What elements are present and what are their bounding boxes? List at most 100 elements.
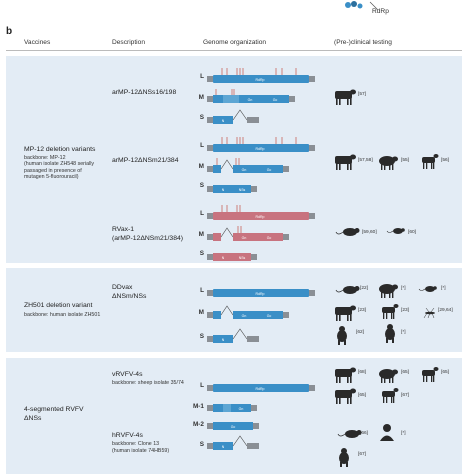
citation: [67]	[358, 452, 367, 457]
l-segment: RdRp	[207, 144, 315, 152]
citation: [22]	[360, 286, 369, 291]
sheep-icon	[379, 156, 398, 170]
m2-segment: Gc	[207, 422, 259, 430]
cattle-icon	[335, 89, 356, 105]
sheep-icon	[379, 369, 398, 383]
svg-text:N: N	[222, 338, 225, 342]
citation: [60]	[408, 230, 417, 235]
ferret-icon	[337, 326, 347, 345]
entry-detail: backbone: sheep isolate 35/74	[112, 380, 184, 386]
svg-text:Gc: Gc	[267, 236, 272, 240]
svg-text:N: N	[222, 256, 225, 260]
svg-text:Gc: Gc	[231, 425, 236, 429]
entry-name: DDvax	[112, 284, 133, 291]
citation: [57]	[358, 92, 367, 97]
goat-kid-icon	[382, 388, 399, 403]
m-segment: Gn Gc	[207, 95, 295, 103]
segment-label-l: L	[200, 142, 204, 149]
header-genome-organization: Genome organization	[203, 39, 267, 46]
citation: [65]	[358, 393, 367, 398]
monkey-icon	[385, 324, 395, 343]
genome-arMP12-nsm: RdRp Gn Gc N NSs	[207, 137, 315, 193]
citation: [23]	[358, 308, 367, 313]
header-vaccines: Vaccines	[24, 39, 51, 46]
rat-icon	[337, 429, 362, 439]
cattle-icon	[335, 367, 356, 383]
m-segment: Gn Gc	[207, 159, 289, 173]
m1-segment: Gn	[207, 404, 257, 412]
segment-label-s: S	[199, 114, 204, 121]
segment-label-m: M	[198, 163, 204, 170]
citation: [59,60]	[362, 230, 377, 235]
svg-text:Gc: Gc	[267, 168, 272, 172]
group-detail-mp12: backbone: MP-12 (human isolate ZH548 ser…	[24, 155, 108, 181]
panel-a-fragment: RdRp	[340, 0, 400, 20]
citation: [68]	[358, 370, 367, 375]
group-title-4seg-line2: ΔNSs	[24, 415, 42, 422]
svg-text:RdRp: RdRp	[256, 292, 265, 296]
segment-label-s: S	[199, 182, 204, 189]
l-segment: RdRp	[207, 75, 315, 83]
svg-text:Gn: Gn	[239, 407, 244, 411]
sheep-icon	[379, 284, 398, 298]
header-description: Description	[112, 39, 145, 46]
entry-detail: backbone: Clone 13	[112, 441, 160, 447]
svg-text:NSs: NSs	[239, 188, 246, 192]
header-divider	[6, 50, 462, 51]
s-segment: N NSs	[207, 185, 257, 193]
group-detail-zh501: backbone: human isolate ZH501	[24, 312, 101, 318]
l-segment: RdRp	[207, 289, 315, 297]
group-title-mp12: MP-12 deletion variants	[24, 146, 96, 153]
polymerase-icon	[345, 1, 379, 11]
segment-label-m: M	[198, 309, 204, 316]
ferret-icon	[339, 448, 349, 467]
l-segment: RdRp	[207, 212, 315, 220]
segment-label-m: M	[198, 231, 204, 238]
svg-text:N: N	[222, 445, 225, 449]
group-title-zh501: ZH501 deletion variant	[24, 302, 93, 309]
citation: [*]	[441, 286, 446, 291]
entry-name: arMP-12ΔNSm21/384	[112, 157, 179, 164]
entry-name: RVax-1	[112, 226, 135, 233]
rat-icon	[335, 285, 360, 295]
m-segment: Gn Gc	[207, 227, 289, 241]
segment-label-m: M	[198, 94, 204, 101]
entry-detail: (human isolate 74HB59)	[112, 448, 170, 454]
svg-text:RdRp: RdRp	[256, 147, 265, 151]
citation: [*]	[401, 330, 406, 335]
svg-text:RdRp: RdRp	[256, 215, 265, 219]
citation: [66]	[360, 431, 369, 436]
s-segment: N	[207, 109, 259, 124]
s-segment: N NSs	[207, 253, 257, 261]
group-detail-line: passaged in presence of	[24, 167, 82, 174]
citation: [29,64]	[438, 308, 453, 313]
rdrp-fragment-label: RdRp	[372, 8, 389, 15]
citation: [62]	[356, 330, 365, 335]
calf-icon	[335, 388, 356, 404]
segment-label-m2: M-2	[192, 421, 204, 428]
svg-text:N: N	[222, 119, 225, 123]
svg-text:Gn: Gn	[242, 168, 247, 172]
svg-text:Gn: Gn	[242, 236, 247, 240]
genome-rvax1: RdRp Gn Gc N NSs	[207, 205, 315, 261]
segment-label-l: L	[200, 210, 204, 217]
svg-text:NSs: NSs	[239, 256, 246, 260]
entry-subname: ΔNSm/NSs	[112, 293, 147, 300]
segment-label-l: L	[200, 382, 204, 389]
citation: [65]	[441, 370, 450, 375]
entry-subname: (arMP-12ΔNSm21/384)	[112, 235, 184, 242]
group-title-4seg: 4-segmented RVFV	[24, 406, 84, 413]
citation: [*]	[401, 431, 406, 436]
human-icon	[380, 424, 394, 441]
svg-text:N: N	[222, 188, 225, 192]
citation: [*]	[401, 286, 406, 291]
svg-text:RdRp: RdRp	[256, 387, 265, 391]
citation: [23]	[401, 308, 410, 313]
mutation-markers	[221, 68, 297, 75]
mouse-icon	[418, 285, 438, 293]
svg-text:RdRp: RdRp	[256, 78, 265, 82]
svg-text:Gc: Gc	[267, 314, 272, 318]
segment-label-s: S	[199, 250, 204, 257]
